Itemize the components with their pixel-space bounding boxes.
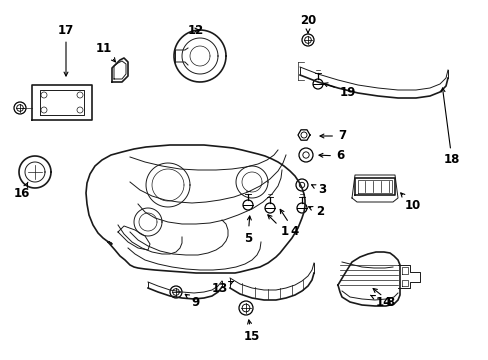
Text: 2: 2: [308, 206, 324, 219]
Text: 18: 18: [440, 88, 459, 166]
Text: 6: 6: [318, 149, 344, 162]
Text: 12: 12: [187, 23, 203, 36]
Text: 8: 8: [372, 288, 393, 309]
Text: 10: 10: [400, 193, 420, 212]
Text: 4: 4: [280, 210, 299, 238]
Text: 1: 1: [267, 215, 288, 238]
Text: 5: 5: [244, 216, 252, 244]
Text: 3: 3: [311, 184, 325, 197]
Text: 15: 15: [244, 320, 260, 342]
Text: 9: 9: [185, 294, 200, 309]
Text: 20: 20: [299, 13, 315, 33]
Text: 13: 13: [211, 281, 233, 294]
Text: 16: 16: [14, 182, 30, 201]
Text: 14: 14: [370, 295, 391, 309]
Text: 17: 17: [58, 23, 74, 76]
Text: 11: 11: [96, 41, 115, 62]
Text: 19: 19: [323, 83, 355, 99]
Text: 7: 7: [319, 130, 346, 143]
